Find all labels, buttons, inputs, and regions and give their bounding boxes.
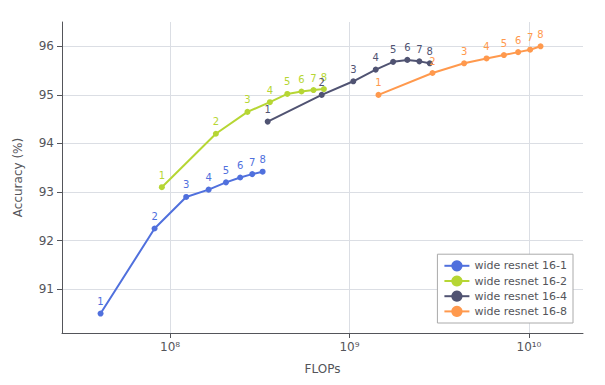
svg-text:7: 7 <box>310 73 316 84</box>
svg-text:93: 93 <box>39 185 54 199</box>
svg-text:8: 8 <box>426 45 433 57</box>
svg-text:5: 5 <box>390 44 396 55</box>
svg-text:5: 5 <box>223 165 229 176</box>
svg-text:92: 92 <box>39 234 54 248</box>
svg-text:3: 3 <box>350 64 356 75</box>
svg-text:3: 3 <box>461 46 467 57</box>
svg-text:5: 5 <box>284 76 290 87</box>
svg-text:6: 6 <box>404 42 410 53</box>
svg-text:91: 91 <box>39 282 54 296</box>
svg-text:6: 6 <box>237 160 243 171</box>
svg-text:4: 4 <box>267 85 273 96</box>
svg-text:wide resnet 16-8: wide resnet 16-8 <box>474 305 567 318</box>
svg-text:2: 2 <box>319 77 325 88</box>
svg-text:3: 3 <box>183 179 189 190</box>
svg-text:10¹⁰: 10¹⁰ <box>517 340 542 354</box>
svg-text:2: 2 <box>151 211 157 222</box>
svg-text:7: 7 <box>527 32 533 43</box>
svg-text:wide resnet 16-4: wide resnet 16-4 <box>474 290 567 303</box>
svg-text:1: 1 <box>97 296 103 307</box>
svg-text:96: 96 <box>39 39 54 53</box>
svg-text:4: 4 <box>373 52 379 63</box>
svg-text:8: 8 <box>259 154 265 165</box>
svg-text:7: 7 <box>249 157 255 168</box>
svg-text:Accuracy (%): Accuracy (%) <box>11 138 25 217</box>
svg-text:8: 8 <box>537 29 543 40</box>
svg-text:FLOPs: FLOPs <box>305 362 341 376</box>
svg-text:4: 4 <box>483 41 489 52</box>
svg-text:94: 94 <box>39 136 54 150</box>
svg-text:wide resnet 16-1: wide resnet 16-1 <box>474 259 567 272</box>
svg-text:5: 5 <box>501 38 507 49</box>
svg-text:2: 2 <box>213 116 219 127</box>
svg-text:10⁹: 10⁹ <box>339 340 359 354</box>
svg-text:3: 3 <box>244 94 250 105</box>
svg-text:7: 7 <box>416 44 422 55</box>
svg-text:1: 1 <box>159 170 165 181</box>
svg-text:10⁸: 10⁸ <box>160 340 180 354</box>
svg-text:wide resnet 16-2: wide resnet 16-2 <box>474 275 567 288</box>
svg-text:6: 6 <box>515 35 521 46</box>
svg-text:6: 6 <box>298 74 304 85</box>
svg-text:4: 4 <box>205 172 211 183</box>
svg-text:1: 1 <box>265 104 271 115</box>
svg-text:1: 1 <box>375 77 381 88</box>
svg-text:95: 95 <box>39 88 54 102</box>
svg-text:2: 2 <box>429 56 435 67</box>
